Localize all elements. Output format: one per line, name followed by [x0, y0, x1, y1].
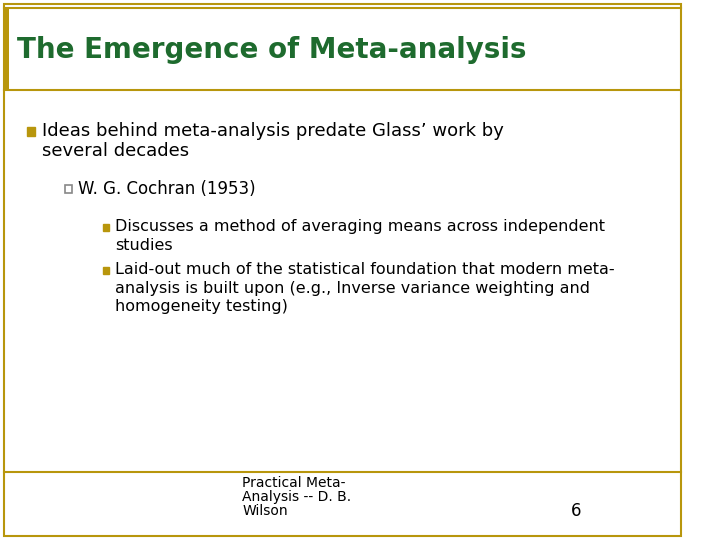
Bar [103, 267, 109, 274]
Bar [103, 224, 109, 231]
Text: The Emergence of Meta-analysis: The Emergence of Meta-analysis [17, 36, 526, 64]
Text: Laid-out much of the statistical foundation that modern meta-: Laid-out much of the statistical foundat… [115, 262, 615, 278]
Text: Ideas behind meta-analysis predate Glass’ work by: Ideas behind meta-analysis predate Glass… [42, 122, 504, 140]
Text: 6: 6 [570, 502, 581, 520]
Text: Wilson: Wilson [243, 504, 288, 518]
Text: several decades: several decades [42, 142, 189, 160]
Bar [4, 8, 9, 90]
Text: W. G. Cochran (1953): W. G. Cochran (1953) [78, 180, 256, 198]
Text: homogeneity testing): homogeneity testing) [115, 299, 288, 314]
Text: Practical Meta-: Practical Meta- [243, 476, 346, 490]
Bar [65, 185, 72, 193]
Text: analysis is built upon (e.g., Inverse variance weighting and: analysis is built upon (e.g., Inverse va… [115, 280, 590, 295]
Text: Discusses a method of averaging means across independent: Discusses a method of averaging means ac… [115, 219, 605, 234]
Bar [27, 127, 35, 136]
Text: Analysis -- D. B.: Analysis -- D. B. [243, 490, 351, 504]
Text: studies: studies [115, 238, 173, 253]
